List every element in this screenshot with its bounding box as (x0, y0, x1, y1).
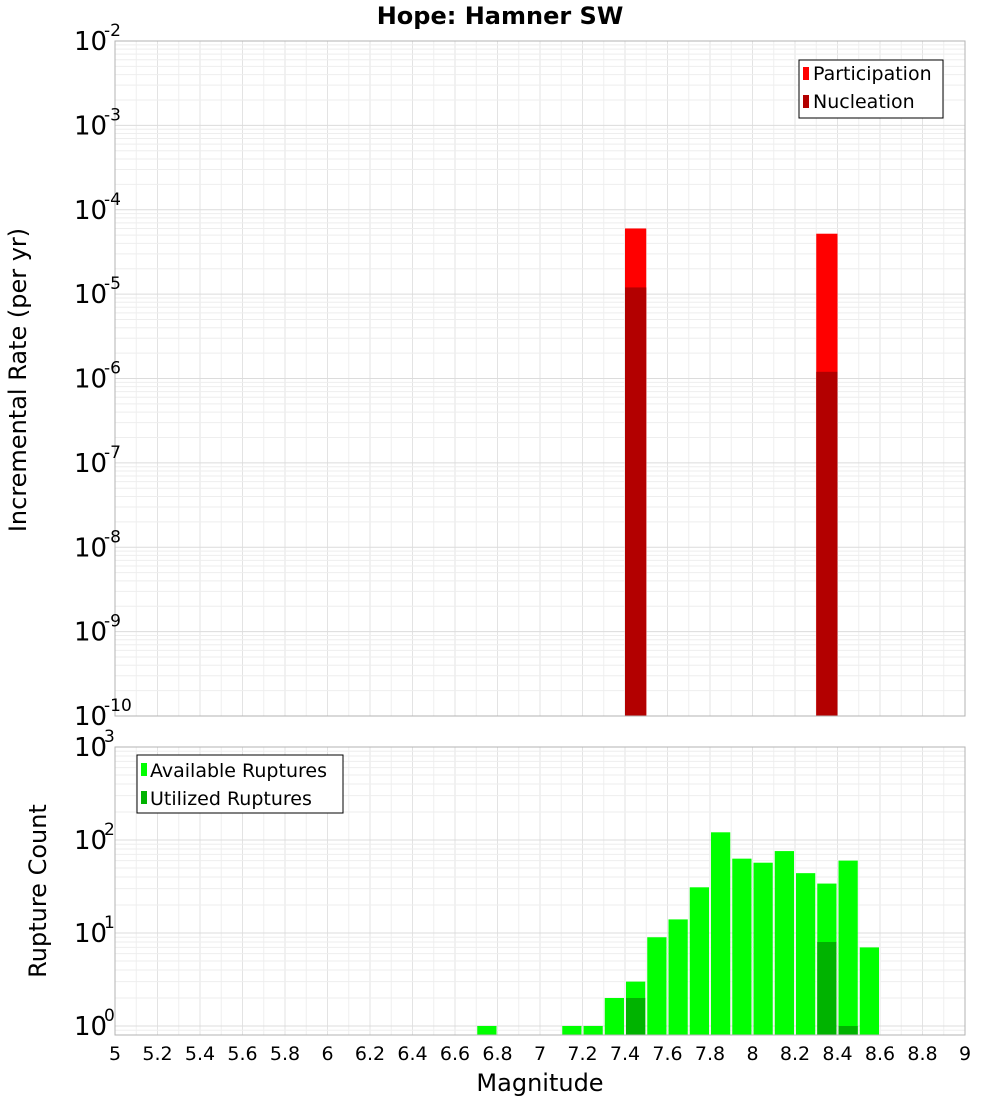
rate-ytick-label: 10 (74, 618, 107, 648)
count-legend-box (136, 754, 344, 814)
x-axis-label: Magnitude (476, 1069, 603, 1097)
x-tick-label: 6 (321, 1043, 333, 1065)
rate-ytick-label: 10 (74, 449, 107, 479)
rate-ytick-label: 10 (74, 533, 107, 563)
count-bar-available-ruptures (753, 862, 773, 1035)
rate-ytick-label: 10 (74, 365, 107, 395)
rate-ytick-label: 10 (74, 111, 107, 141)
chart-title: Hope: Hamner SW (377, 2, 624, 30)
x-tick-label: 7.2 (567, 1043, 597, 1065)
utilized-legend-swatch (141, 791, 147, 804)
x-tick-label: 7.6 (652, 1043, 682, 1065)
x-tick-label: 6.8 (482, 1043, 512, 1065)
participation-legend-label: Participation (813, 63, 932, 85)
count-bar-available-ruptures (689, 887, 709, 1035)
count-bar-available-ruptures (711, 832, 731, 1035)
count-legend: Available Ruptures Utilized Ruptures (136, 754, 344, 814)
rate-ytick-exponent: -6 (104, 359, 121, 379)
rate-ytick-label: 10 (74, 27, 107, 57)
rate-ytick-exponent: -4 (104, 190, 121, 210)
count-bar-available-ruptures (583, 1025, 603, 1035)
rate-bars (625, 228, 838, 716)
count-bar-available-ruptures (774, 851, 794, 1035)
count-bar-available-ruptures (477, 1025, 497, 1035)
x-tick-label: 5.2 (142, 1043, 172, 1065)
nucleation-legend-swatch (803, 95, 809, 108)
count-ytick-exponent: 3 (104, 727, 115, 747)
available-legend-swatch (141, 763, 147, 776)
rate-ytick-exponent: -10 (104, 696, 132, 716)
x-tick-label: 5 (109, 1043, 121, 1065)
count-bar-available-ruptures (838, 860, 858, 1035)
x-tick-label: 5.6 (227, 1043, 257, 1065)
x-tick-label: 5.4 (185, 1043, 215, 1065)
available-legend-label: Available Ruptures (150, 760, 327, 782)
count-bar-available-ruptures (604, 997, 624, 1035)
rate-ytick-exponent: -5 (104, 274, 121, 294)
x-tick-label: 8.8 (907, 1043, 937, 1065)
count-ytick-label: 10 (74, 733, 107, 763)
count-ytick-exponent: 0 (104, 1006, 115, 1026)
count-bar-available-ruptures (668, 919, 688, 1035)
count-y-axis-label: Rupture Count (24, 804, 52, 978)
x-tick-label: 6.6 (440, 1043, 470, 1065)
rate-panel: 10-210-310-410-510-610-710-810-910-10 In… (4, 21, 966, 732)
rate-ytick-exponent: -2 (104, 21, 121, 41)
rate-bar-nucleation (625, 287, 647, 716)
count-ytick-label: 10 (74, 826, 107, 856)
nucleation-legend-label: Nucleation (813, 91, 915, 113)
count-ytick-label: 10 (74, 919, 107, 949)
count-bars (477, 832, 879, 1035)
count-bar-available-ruptures (859, 947, 879, 1035)
participation-legend-swatch (803, 67, 809, 80)
count-ytick-exponent: 2 (104, 820, 115, 840)
x-tick-label: 5.8 (270, 1043, 300, 1065)
rate-bar-nucleation (816, 371, 838, 716)
count-bar-available-ruptures (562, 1025, 582, 1035)
rate-ytick-label: 10 (74, 196, 107, 226)
x-tick-label: 8 (746, 1043, 758, 1065)
rate-ytick-exponent: -8 (104, 527, 121, 547)
rate-y-ticks: 10-210-310-410-510-610-710-810-910-10 (74, 21, 132, 732)
x-tick-label: 8.4 (822, 1043, 852, 1065)
rate-gridlines (115, 40, 965, 717)
utilized-legend-label: Utilized Ruptures (150, 788, 312, 810)
x-tick-label: 6.4 (397, 1043, 427, 1065)
count-ytick-exponent: 1 (104, 913, 115, 933)
x-tick-labels: 5 5.2 5.4 5.6 5.8 6 6.2 6.4 6.6 6.8 7 7.2 7.4 7.6 7.8 8… (109, 1043, 971, 1065)
x-tick-label: 8.2 (780, 1043, 810, 1065)
rate-ytick-exponent: -3 (104, 105, 121, 125)
count-ytick-label: 10 (74, 1012, 107, 1042)
rate-ytick-exponent: -7 (104, 443, 121, 463)
x-tick-label: 7 (534, 1043, 546, 1065)
rate-ytick-label: 10 (74, 280, 107, 310)
rate-ytick-label: 10 (74, 702, 107, 732)
rate-legend: Participation Nucleation (798, 59, 944, 119)
count-bar-utilized-ruptures (838, 1025, 858, 1035)
rate-legend-box (798, 59, 944, 119)
x-tick-label: 7.8 (695, 1043, 725, 1065)
count-bar-available-ruptures (732, 858, 752, 1035)
count-bar-available-ruptures (647, 937, 667, 1035)
count-plot-frame (114, 746, 966, 1036)
count-bar-utilized-ruptures (626, 997, 646, 1035)
x-tick-label: 6.2 (355, 1043, 385, 1065)
rate-plot-frame (114, 40, 966, 717)
x-tick-label: 8.6 (865, 1043, 895, 1065)
x-tick-label: 9 (959, 1043, 971, 1065)
x-tick-label: 7.4 (610, 1043, 640, 1065)
rate-ytick-exponent: -9 (104, 612, 121, 632)
rate-y-axis-label: Incremental Rate (per yr) (4, 228, 32, 532)
count-bar-utilized-ruptures (817, 942, 837, 1035)
count-bar-available-ruptures (796, 873, 816, 1035)
